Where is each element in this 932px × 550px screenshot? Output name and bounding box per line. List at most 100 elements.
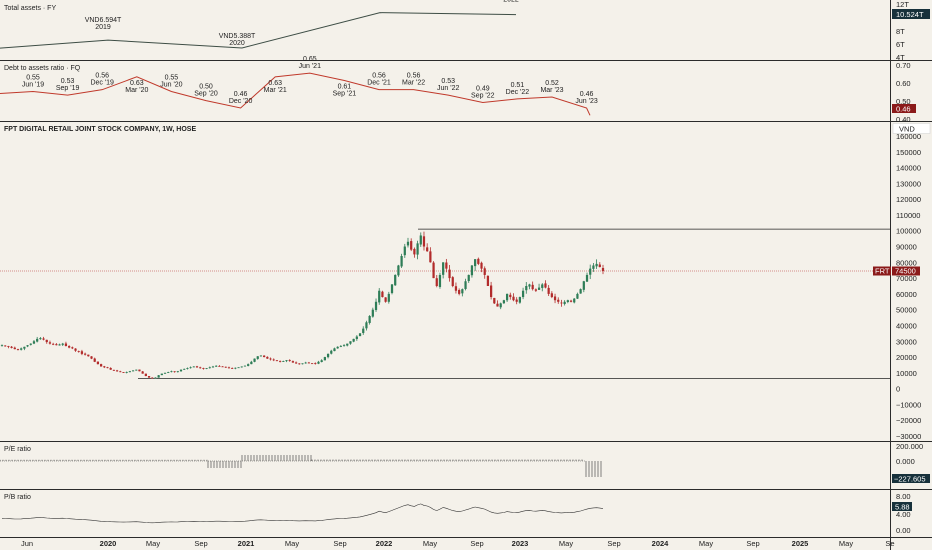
candle-body xyxy=(109,367,112,370)
debt-ratio-period-label: Dec '20 xyxy=(229,98,253,105)
total-assets-data-labels: VND6.594T2019VND5.388T2020VND10.82T2021V… xyxy=(85,0,519,47)
candle-body xyxy=(521,290,525,298)
candle-body xyxy=(13,347,16,350)
pe-ratio-bars xyxy=(0,455,602,477)
debt-ratio-period-label: Mar '22 xyxy=(402,80,425,87)
total-assets-title: Total assets · FY xyxy=(4,5,56,12)
candle-body xyxy=(256,356,259,359)
candle-body xyxy=(458,290,461,294)
candle-body xyxy=(291,361,295,363)
candle-body xyxy=(374,301,378,311)
pb-ratio-badge-label: 5.88 xyxy=(895,503,910,512)
time-axis-tick: May xyxy=(423,539,437,548)
candle-body xyxy=(87,354,90,357)
price-axis-tick: 110000 xyxy=(896,211,920,220)
pb-ratio-badge xyxy=(892,502,912,511)
candle-body xyxy=(77,351,80,352)
currency-badge[interactable] xyxy=(892,123,931,134)
candle-body xyxy=(445,262,448,269)
total-assets-period-label: 2020 xyxy=(229,40,245,47)
candle-body xyxy=(259,355,263,357)
candle-body xyxy=(326,353,330,358)
candle-body xyxy=(429,251,432,263)
candle-body xyxy=(211,366,215,368)
candle-body xyxy=(525,286,528,291)
candle-body xyxy=(317,361,320,364)
time-axis-tick: Sep xyxy=(607,539,620,548)
candle-body xyxy=(74,348,77,351)
price-axis-tick: 90000 xyxy=(896,243,917,252)
price-axis-tick: 40000 xyxy=(896,321,917,330)
candle-body xyxy=(157,375,160,378)
debt-ratio-tick: 0.40 xyxy=(896,115,911,124)
total-assets-tick: 4T xyxy=(896,53,905,62)
debt-ratio-value-label: 0.53 xyxy=(441,78,455,85)
debt-ratio-period-label: Jun '20 xyxy=(160,82,182,89)
debt-ratio-value-label: 0.56 xyxy=(95,73,109,80)
price-axis-tick: −10000 xyxy=(896,400,921,409)
candle-body xyxy=(576,293,579,299)
candle-body xyxy=(240,366,243,368)
candle-body xyxy=(592,265,595,269)
candle-body xyxy=(502,300,506,304)
candle-body xyxy=(528,284,531,287)
candle-body xyxy=(167,372,170,373)
candle-body xyxy=(128,371,131,373)
debt-ratio-period-label: Jun '23 xyxy=(575,98,597,105)
candle-body xyxy=(141,371,144,374)
candle-body xyxy=(45,339,48,343)
time-axis-tick: Sep xyxy=(194,539,207,548)
time-axis-tick: May xyxy=(285,539,299,548)
candle-body xyxy=(93,358,96,362)
candle-body xyxy=(598,264,601,268)
pe-ratio-badge-label: −227.605 xyxy=(894,475,926,484)
pe-ratio-badge xyxy=(892,474,930,483)
debt-ratio-axis: 0.70 0.60 0.50 0.40 xyxy=(896,61,911,124)
candle-body xyxy=(566,300,569,303)
candle-body xyxy=(509,294,512,298)
debt-ratio-period-label: Mar '20 xyxy=(125,87,148,94)
debt-ratio-period-label: Sep '21 xyxy=(333,91,357,98)
candle-body xyxy=(339,346,342,347)
total-assets-badge xyxy=(892,9,930,19)
candle-body xyxy=(183,368,186,370)
candle-body xyxy=(390,284,394,294)
candle-body xyxy=(58,344,61,346)
candlestick-series xyxy=(0,231,605,379)
total-assets-badge-label: 10.524T xyxy=(896,10,924,19)
candle-body xyxy=(496,303,499,307)
debt-ratio-badge-label: 0.46 xyxy=(896,105,911,114)
candle-body xyxy=(163,372,167,374)
candle-body xyxy=(68,346,71,348)
total-assets-axis: 12T 8T 6T 4T xyxy=(896,0,909,62)
time-axis-tick: 2022 xyxy=(376,539,393,548)
candle-body xyxy=(173,371,176,373)
candle-body xyxy=(461,289,464,294)
candle-body xyxy=(342,345,346,347)
candle-body xyxy=(304,362,307,364)
candle-body xyxy=(346,343,349,346)
candle-body xyxy=(442,262,445,275)
time-axis-tick: May xyxy=(699,539,713,548)
last-price-label: 74500 xyxy=(895,267,916,276)
debt-ratio-period-label: Jun '22 xyxy=(437,85,459,92)
candle-body xyxy=(467,274,470,281)
candle-body xyxy=(537,287,541,290)
candle-body xyxy=(362,328,365,333)
candle-body xyxy=(531,284,534,290)
candle-body xyxy=(438,274,442,287)
candle-body xyxy=(227,367,231,369)
time-axis-tick: May xyxy=(146,539,160,548)
time-axis-tick: 2025 xyxy=(792,539,809,548)
candle-body xyxy=(7,345,10,347)
candle-body xyxy=(307,362,311,364)
price-reference-lines xyxy=(138,228,890,379)
candle-body xyxy=(410,241,413,250)
candle-body xyxy=(36,338,39,342)
candle-body xyxy=(106,367,109,369)
candle-body xyxy=(247,364,250,366)
price-axis-tick: 30000 xyxy=(896,337,917,346)
time-axis-tick: 2020 xyxy=(100,539,117,548)
